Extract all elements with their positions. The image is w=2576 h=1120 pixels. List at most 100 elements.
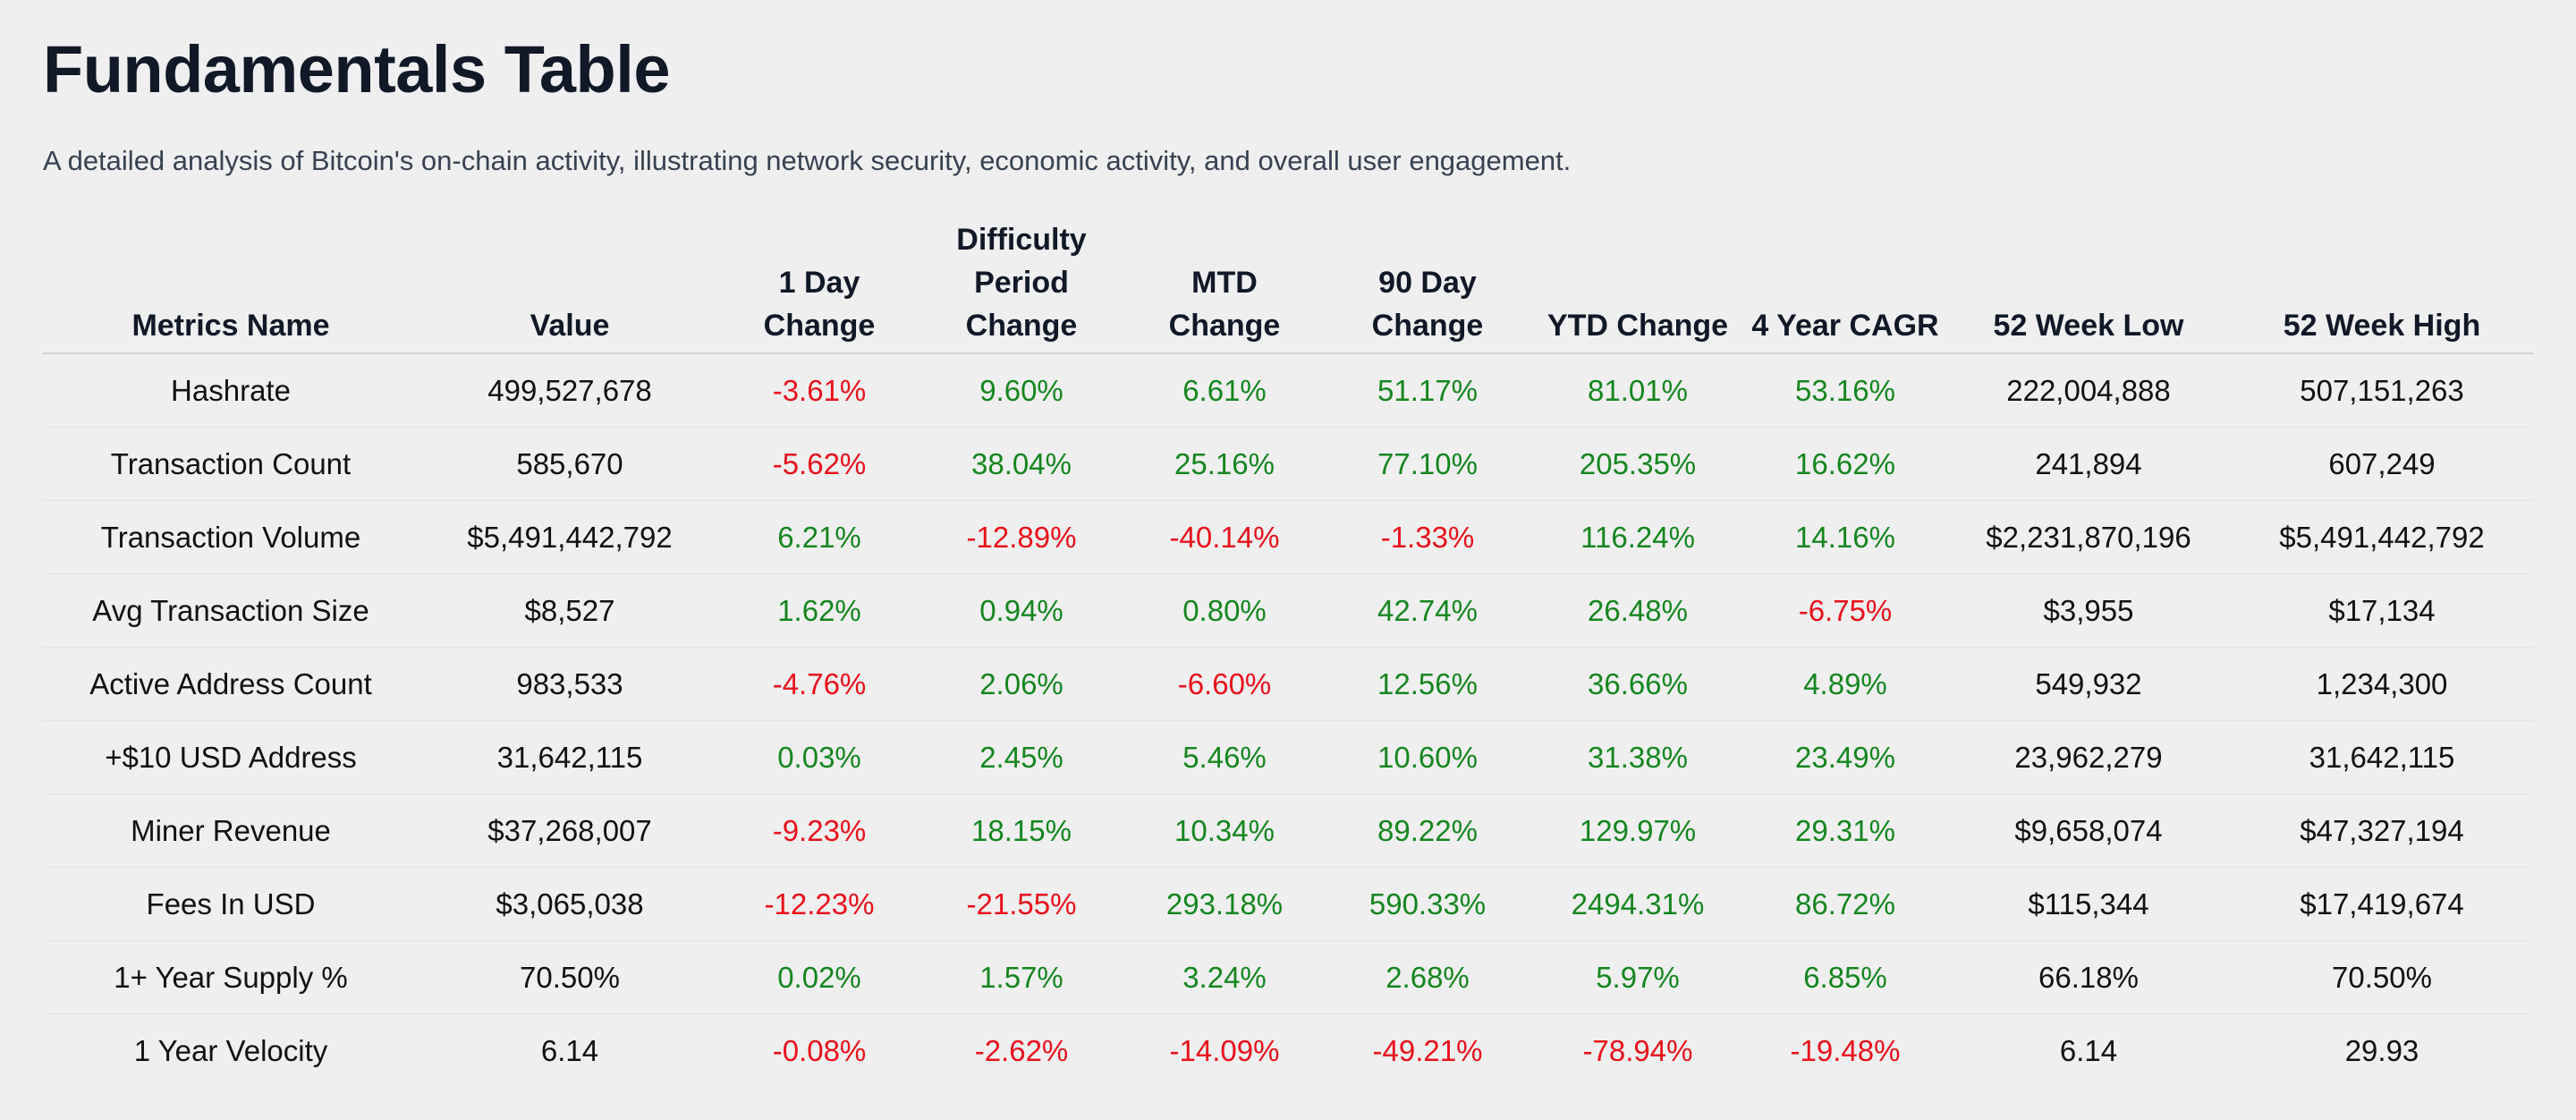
mtd-change-cell: 5.46%	[1125, 720, 1324, 794]
ninety-day-change-cell: 89.22%	[1324, 793, 1531, 868]
fifty-two-week-high-cell: $5,491,442,792	[2231, 500, 2533, 574]
metric-name-cell: Transaction Count	[43, 427, 419, 501]
value-cell: $5,491,442,792	[419, 500, 721, 574]
four-year-cagr-cell: 29.31%	[1744, 793, 1946, 868]
ytd-change-cell: 129.97%	[1531, 793, 1744, 868]
four-year-cagr-cell: 14.16%	[1744, 500, 1946, 574]
metric-name-cell: Transaction Volume	[43, 500, 419, 574]
column-header-52-week-low: 52 Week Low	[1946, 216, 2231, 354]
fifty-two-week-low-cell: 241,894	[1946, 427, 2231, 501]
value-cell: 585,670	[419, 427, 721, 501]
table-row: 1+ Year Supply % 70.50% 0.02% 1.57% 3.24% 2.6…	[43, 940, 2533, 1014]
difficulty-period-change-cell: 0.94%	[918, 573, 1125, 648]
column-header-4-year-cagr: 4 Year CAGR	[1744, 216, 1946, 354]
difficulty-period-change-cell: 9.60%	[918, 353, 1125, 428]
metric-name-cell: Avg Transaction Size	[43, 573, 419, 648]
fundamentals-table: Metrics Name Value 1 Day Change Difficul…	[43, 216, 2533, 1087]
ninety-day-change-cell: 77.10%	[1324, 427, 1531, 501]
four-year-cagr-cell: 4.89%	[1744, 647, 1946, 721]
one-day-change-cell: 0.02%	[721, 940, 918, 1014]
ytd-change-cell: 5.97%	[1531, 940, 1744, 1014]
column-header-value: Value	[419, 216, 721, 354]
fifty-two-week-low-cell: 6.14	[2059, 1033, 2118, 1067]
difficulty-period-change-cell: 2.06%	[918, 647, 1125, 721]
table-row: Avg Transaction Size $8,527 1.62% 0.94% 0.80…	[43, 573, 2533, 648]
mtd-change-cell: 0.80%	[1125, 573, 1324, 648]
column-header-metrics-name: Metrics Name	[43, 216, 419, 354]
fifty-two-week-high-cell: 507,151,263	[2231, 353, 2533, 428]
four-year-cagr-cell: 86.72%	[1744, 867, 1946, 941]
fifty-two-week-low-cell: $3,955	[1946, 573, 2231, 648]
mtd-change-cell: 3.24%	[1125, 940, 1324, 1014]
one-day-change-cell: -5.62%	[721, 427, 918, 501]
ytd-change-cell: -78.94%	[1582, 1033, 1693, 1067]
fifty-two-week-high-cell: $17,419,674	[2231, 867, 2533, 941]
difficulty-period-change-cell: 18.15%	[918, 793, 1125, 868]
metric-name-cell: Active Address Count	[43, 647, 419, 721]
ninety-day-change-cell: 12.56%	[1324, 647, 1531, 721]
fifty-two-week-high-cell: 31,642,115	[2231, 720, 2533, 794]
ninety-day-change-cell: -49.21%	[1372, 1033, 1483, 1067]
fifty-two-week-low-cell: 222,004,888	[1946, 353, 2231, 428]
one-day-change-cell: -4.76%	[721, 647, 918, 721]
ninety-day-change-cell: 2.68%	[1324, 940, 1531, 1014]
metric-name-cell: 1+ Year Supply %	[43, 940, 419, 1014]
value-cell: 6.14	[540, 1033, 599, 1067]
table-row: Active Address Count 983,533 -4.76% 2.06% -6…	[43, 647, 2533, 721]
table-row: Transaction Count 585,670 -5.62% 38.04% 25.1…	[43, 427, 2533, 501]
four-year-cagr-cell: 16.62%	[1744, 427, 1946, 501]
ninety-day-change-cell: 42.74%	[1324, 573, 1531, 648]
mtd-change-cell: -14.09%	[1169, 1033, 1280, 1067]
difficulty-period-change-cell: -21.55%	[918, 867, 1125, 941]
four-year-cagr-cell: 23.49%	[1744, 720, 1946, 794]
one-day-change-cell: -9.23%	[721, 793, 918, 868]
fifty-two-week-high-cell: 607,249	[2231, 427, 2533, 501]
value-cell: $8,527	[419, 573, 721, 648]
table-body: Hashrate 499,527,678 -3.61% 9.60% 6.61% 51.17…	[43, 353, 2533, 1087]
metric-name-cell: Hashrate	[43, 353, 419, 428]
column-header-1-day-change: 1 Day Change	[721, 216, 918, 354]
value-cell: 499,527,678	[419, 353, 721, 428]
value-cell: 983,533	[419, 647, 721, 721]
table-row: +$10 USD Address 31,642,115 0.03% 2.45% 5.46…	[43, 720, 2533, 794]
fifty-two-week-high-cell: 29.93	[2344, 1033, 2419, 1067]
one-day-change-cell: -0.08%	[772, 1033, 867, 1067]
mtd-change-cell: 10.34%	[1125, 793, 1324, 868]
table-row: Miner Revenue $37,268,007 -9.23% 18.15% 10.3…	[43, 793, 2533, 868]
one-day-change-cell: -12.23%	[721, 867, 918, 941]
four-year-cagr-cell: -6.75%	[1744, 573, 1946, 648]
fifty-two-week-low-cell: $115,344	[1946, 867, 2231, 941]
fifty-two-week-low-cell: $2,231,870,196	[1946, 500, 2231, 574]
difficulty-period-change-cell: 38.04%	[918, 427, 1125, 501]
mtd-change-cell: 25.16%	[1125, 427, 1324, 501]
column-header-mtd-change: MTD Change	[1125, 216, 1324, 354]
metric-name-cell: Miner Revenue	[43, 793, 419, 868]
ytd-change-cell: 2494.31%	[1531, 867, 1744, 941]
ytd-change-cell: 81.01%	[1531, 353, 1744, 428]
value-cell: $3,065,038	[419, 867, 721, 941]
metric-name-cell: Fees In USD	[43, 867, 419, 941]
value-cell: 70.50%	[419, 940, 721, 1014]
four-year-cagr-cell: 53.16%	[1744, 353, 1946, 428]
difficulty-period-change-cell: -12.89%	[918, 500, 1125, 574]
mtd-change-cell: -6.60%	[1125, 647, 1324, 721]
fifty-two-week-low-cell: 549,932	[1946, 647, 2231, 721]
table-row: Transaction Volume $5,491,442,792 6.21% -12…	[43, 500, 2533, 574]
fifty-two-week-low-cell: 23,962,279	[1946, 720, 2231, 794]
table-header-row: Metrics Name Value 1 Day Change Difficul…	[43, 216, 2533, 354]
four-year-cagr-cell: -19.48%	[1790, 1033, 1901, 1067]
table-row: 1 Year Velocity 6.14 -0.08% -2.62% -14.09% -4…	[43, 1014, 2533, 1088]
one-day-change-cell: 1.62%	[721, 573, 918, 648]
ninety-day-change-cell: 51.17%	[1324, 353, 1531, 428]
fifty-two-week-high-cell: $47,327,194	[2231, 793, 2533, 868]
ytd-change-cell: 36.66%	[1531, 647, 1744, 721]
ytd-change-cell: 26.48%	[1531, 573, 1744, 648]
column-header-52-week-high: 52 Week High	[2231, 216, 2533, 354]
fifty-two-week-high-cell: 70.50%	[2231, 940, 2533, 1014]
mtd-change-cell: 293.18%	[1125, 867, 1324, 941]
ninety-day-change-cell: 10.60%	[1324, 720, 1531, 794]
fifty-two-week-low-cell: $9,658,074	[1946, 793, 2231, 868]
page-title: Fundamentals Table	[43, 32, 670, 106]
page-subtitle: A detailed analysis of Bitcoin's on-chai…	[43, 145, 1572, 176]
